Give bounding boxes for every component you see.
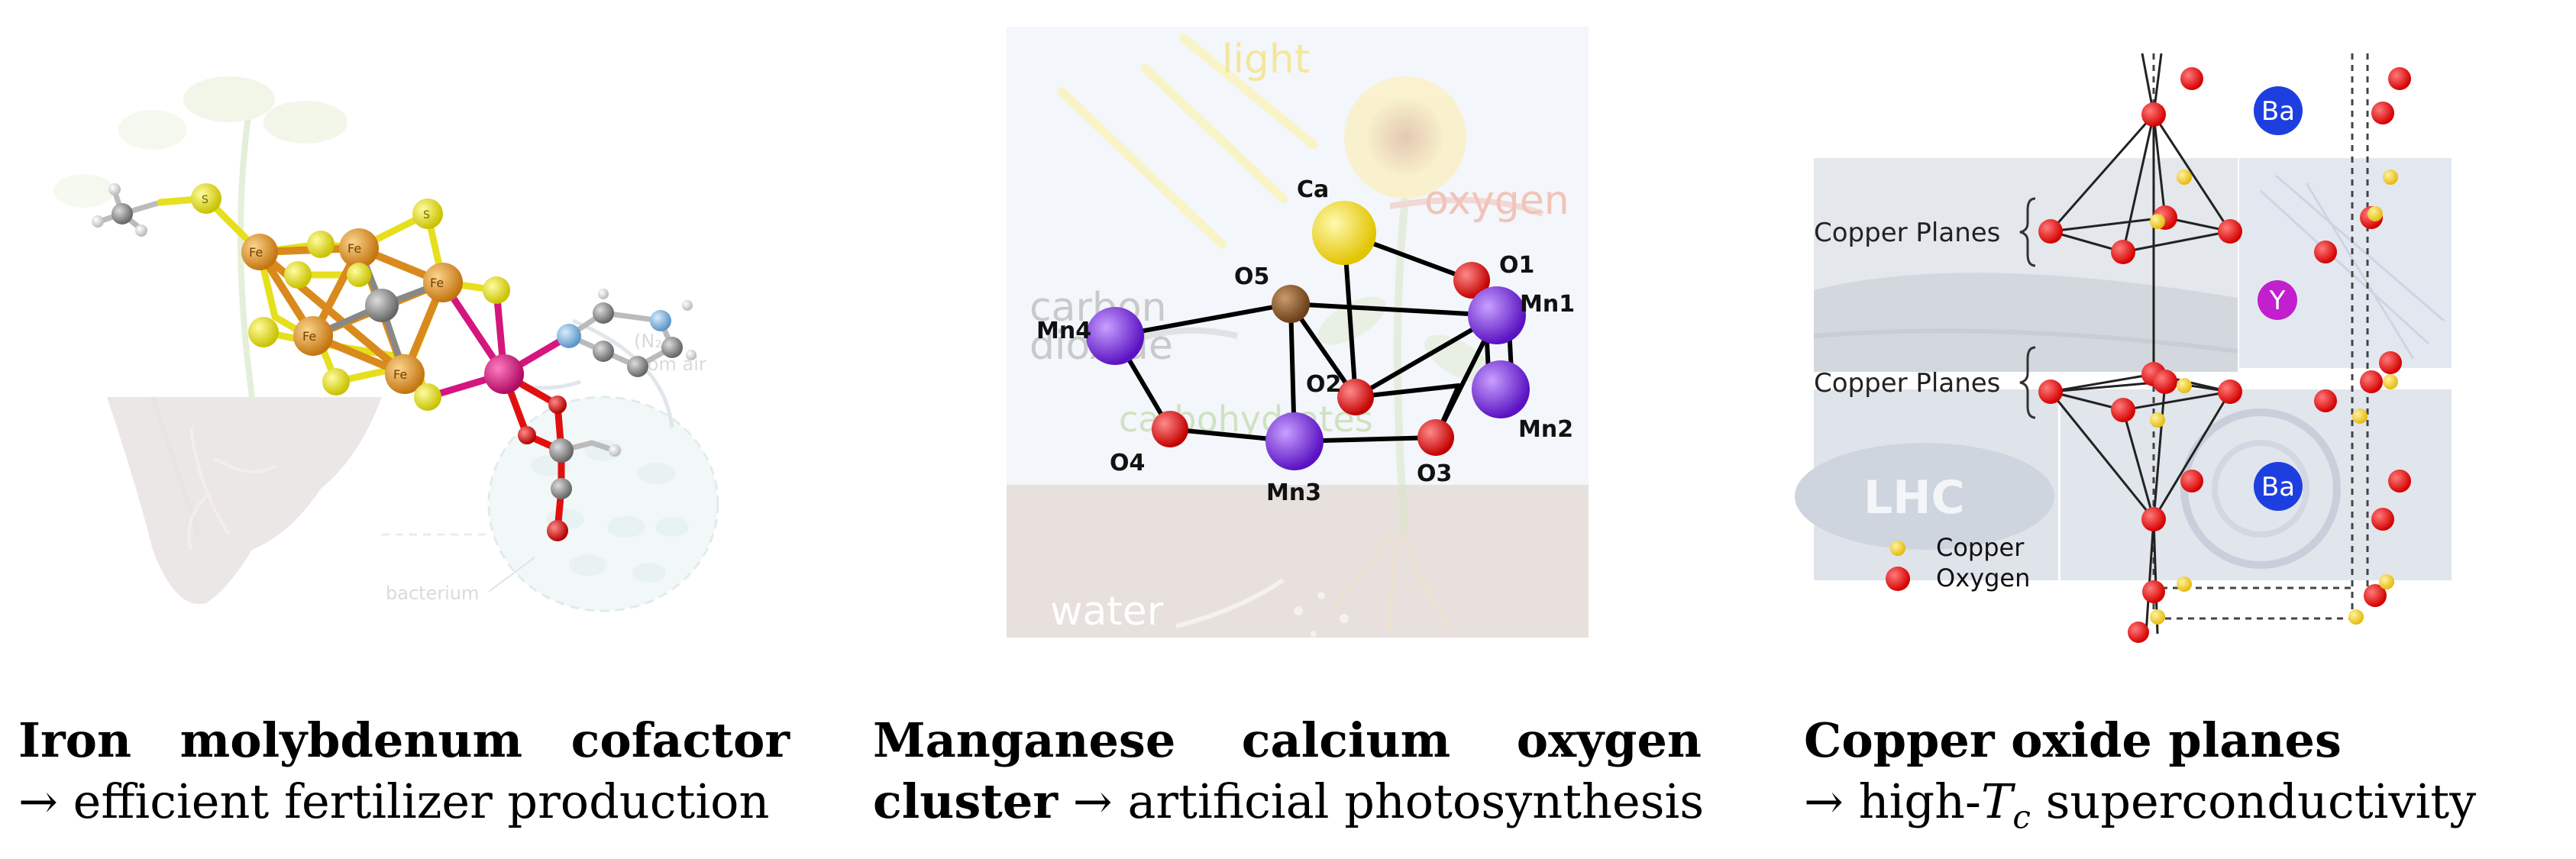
mn3-label: Mn3 — [1266, 480, 1321, 506]
femoco-illustration: (N₂) from air bacterium — [53, 76, 719, 612]
caption-word: cofactor — [570, 712, 790, 768]
copper-planes-label-bottom: Copper Planes — [1814, 368, 2000, 399]
caption-word: oxygen — [1516, 712, 1702, 768]
arrow-icon: → — [1804, 773, 1844, 829]
femoco-atoms: Fe Fe Fe Fe Fe S S — [92, 183, 697, 541]
cuo-caption-subtitle: → high-Tc superconductivity — [1804, 771, 2568, 848]
femoco-caption: Iron molybdenum cofactor → efficient fer… — [18, 710, 790, 832]
oxygen-label: oxygen — [1424, 178, 1569, 224]
o3-label: O3 — [1417, 460, 1452, 487]
fe-atom-label: Fe — [347, 241, 361, 256]
mn1-label: Mn1 — [1520, 291, 1575, 318]
mncao-caption-title: Manganese calcium oxygen — [873, 710, 1702, 771]
mn4-label: Mn4 — [1036, 318, 1091, 344]
tc-subscript: c — [2012, 798, 2031, 836]
caption-text: efficient fertilizer production — [73, 773, 770, 829]
water-label: water — [1050, 589, 1164, 635]
tc-symbol: T — [1981, 773, 2013, 829]
ba-bottom-atom — [2254, 462, 2303, 511]
y-label: Y — [2269, 286, 2286, 316]
mn4-atom — [1086, 307, 1144, 365]
caption-word: calcium — [1241, 712, 1451, 768]
o2-label: O2 — [1306, 371, 1341, 398]
oxygen-legend-marker — [1886, 567, 1910, 591]
mn2-atom — [1472, 360, 1530, 418]
photosynthesis-background: light oxygen carbon dioxide carbohydrate… — [1007, 27, 1589, 638]
cuo-caption: Copper oxide planes → high-Tc supercondu… — [1804, 710, 2568, 848]
ba-bottom-label: Ba — [2261, 472, 2295, 502]
bacterium-label: bacterium — [386, 583, 479, 604]
fe-atom-label: Fe — [430, 276, 444, 290]
ca-atom — [1312, 201, 1376, 265]
mncao-labels: Ca O1 Mn1 Mn2 O2 O3 Mn3 O4 O5 Mn4 — [1036, 176, 1575, 506]
mncao-panel: light oxygen carbon dioxide carbohydrate… — [855, 0, 1680, 687]
plant-background: (N₂) from air bacterium — [53, 76, 719, 612]
cuo-legend: Copper Oxygen — [1886, 533, 2030, 593]
cuo-caption-title: Copper oxide planes — [1804, 712, 2342, 768]
femoco-caption-subtitle: → efficient fertilizer production — [18, 771, 790, 832]
mn1-atom — [1468, 286, 1526, 344]
o1-atom — [1453, 262, 1490, 299]
mncao-caption-subtitle: cluster → artificial photosynthesis — [873, 771, 1705, 832]
copper-legend-marker — [1890, 541, 1905, 556]
cuo-illustration: LHC — [1795, 53, 2452, 643]
caption-text: artificial photosynthesis — [1127, 773, 1705, 829]
copper-planes-label-top: Copper Planes — [1814, 218, 2000, 248]
arrow-icon: → — [1072, 773, 1113, 829]
femoco-caption-title: Iron molybdenum cofactor — [18, 710, 790, 771]
caption-word: molybdenum — [179, 712, 523, 768]
caption-text: superconductivity — [2045, 773, 2477, 829]
mncao-atoms — [1086, 201, 1530, 470]
cuo-panel: LHC — [1772, 0, 2576, 687]
light-label: light — [1222, 37, 1310, 82]
copper-plane-annotations: Copper Planes Copper Planes — [1814, 197, 2036, 419]
y-atom — [2258, 280, 2297, 320]
s-atom-label: S — [202, 194, 208, 206]
caption-text: high- — [1858, 773, 1981, 829]
o4-label: O4 — [1110, 450, 1145, 476]
photo-background: LHC — [1795, 158, 2452, 580]
o3-atom — [1417, 419, 1454, 456]
arrow-icon: → — [18, 773, 58, 829]
ba-top-label: Ba — [2261, 96, 2295, 127]
cuo-atoms: Ba Y Ba — [2038, 67, 2411, 643]
fe-atom-label: Fe — [249, 245, 263, 260]
fe-atom-label: Fe — [302, 329, 316, 344]
caption-word: Manganese — [873, 712, 1176, 768]
s-atom-label: S — [423, 209, 430, 221]
caption-word: Iron — [18, 712, 132, 768]
mn3-atom — [1265, 412, 1324, 470]
o4-atom — [1152, 411, 1188, 447]
ca-label: Ca — [1297, 176, 1329, 203]
o5-atom — [1272, 285, 1310, 323]
caption-word: cluster — [873, 773, 1059, 829]
o2-atom — [1337, 379, 1374, 415]
oxygen-legend-label: Oxygen — [1936, 564, 2030, 593]
fe-atom-label: Fe — [393, 367, 407, 382]
mncao-caption: Manganese calcium oxygen cluster → artif… — [873, 710, 1705, 832]
o5-label: O5 — [1234, 263, 1269, 290]
o1-label: O1 — [1499, 252, 1534, 279]
mncao-illustration: light oxygen carbon dioxide carbohydrate… — [1007, 27, 1589, 638]
lhc-label: LHC — [1863, 471, 1964, 525]
femoco-panel: (N₂) from air bacterium — [0, 0, 825, 687]
ba-top-atom — [2254, 86, 2303, 135]
copper-legend-label: Copper — [1936, 533, 2025, 562]
mn2-label: Mn2 — [1518, 416, 1573, 443]
